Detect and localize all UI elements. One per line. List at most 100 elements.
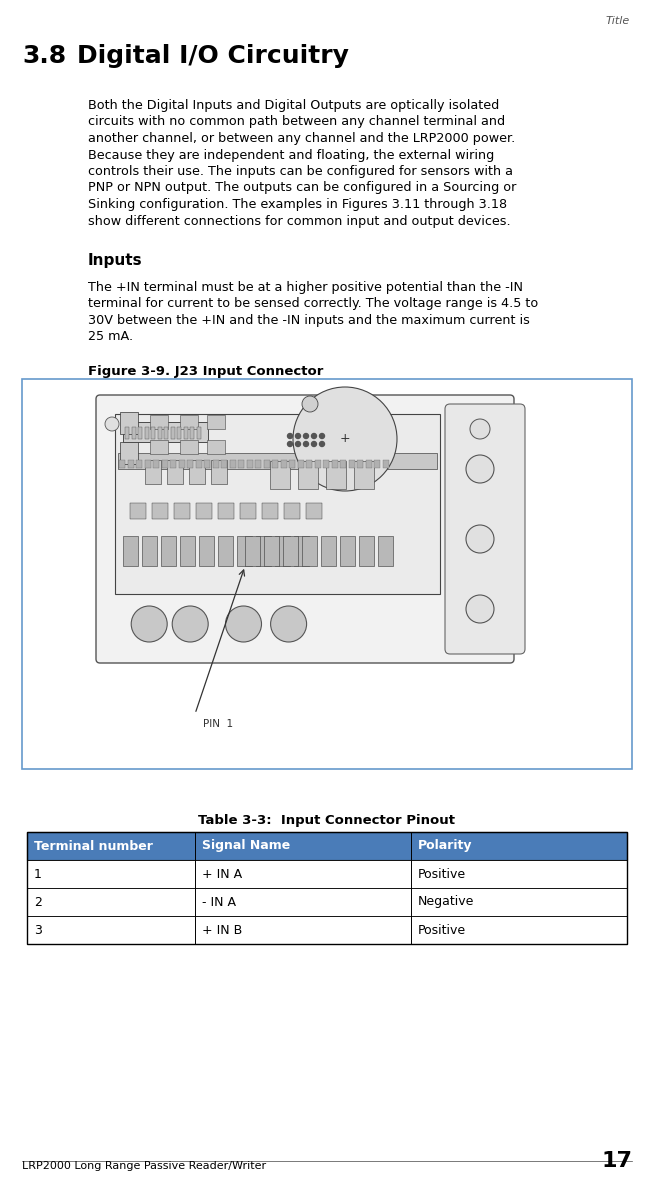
Bar	[230, 460, 235, 468]
Bar	[238, 460, 244, 468]
Bar	[314, 460, 321, 468]
Text: PIN  1: PIN 1	[203, 719, 233, 729]
Circle shape	[295, 434, 301, 439]
Circle shape	[302, 396, 318, 412]
Bar	[153, 460, 159, 468]
Text: Because they are independent and floating, the external wiring: Because they are independent and floatin…	[88, 149, 494, 162]
Text: +: +	[340, 433, 350, 446]
Text: Positive: Positive	[418, 923, 466, 936]
Text: Table 3-3:  Input Connector Pinout: Table 3-3: Input Connector Pinout	[198, 814, 454, 827]
Bar	[177, 427, 181, 439]
Bar	[221, 460, 227, 468]
Bar	[125, 427, 129, 439]
Bar	[187, 460, 193, 468]
Bar	[118, 453, 437, 469]
Bar	[27, 832, 627, 860]
Bar	[306, 460, 312, 468]
Bar	[331, 460, 338, 468]
Bar	[326, 460, 346, 489]
Bar	[119, 460, 125, 468]
Bar	[27, 888, 627, 916]
Circle shape	[312, 434, 316, 439]
Text: PNP or NPN output. The outputs can be configured in a Sourcing or: PNP or NPN output. The outputs can be co…	[88, 181, 516, 194]
Bar	[306, 504, 322, 519]
Bar	[270, 460, 290, 489]
Bar	[357, 460, 363, 468]
Bar	[349, 460, 355, 468]
Bar	[123, 536, 138, 566]
Text: show different connections for common input and output devices.: show different connections for common in…	[88, 215, 511, 228]
Bar	[264, 536, 279, 566]
Circle shape	[466, 595, 494, 623]
Bar	[142, 536, 157, 566]
Bar	[183, 427, 188, 439]
Bar	[22, 379, 632, 769]
Bar	[145, 460, 161, 484]
Text: - IN A: - IN A	[202, 896, 236, 909]
Bar	[138, 427, 142, 439]
Bar	[204, 460, 210, 468]
Text: 30V between the +IN and the -IN inputs and the maximum current is: 30V between the +IN and the -IN inputs a…	[88, 314, 530, 327]
Text: Polarity: Polarity	[418, 839, 473, 852]
Bar	[280, 460, 286, 468]
Text: 3: 3	[34, 923, 42, 936]
Bar	[302, 536, 317, 566]
Bar	[164, 427, 168, 439]
Bar	[132, 427, 136, 439]
Bar	[297, 460, 303, 468]
Circle shape	[319, 434, 325, 439]
Bar	[340, 460, 346, 468]
Text: Both the Digital Inputs and Digital Outputs are optically isolated: Both the Digital Inputs and Digital Outp…	[88, 100, 499, 112]
Bar	[190, 427, 194, 439]
Bar	[262, 504, 278, 519]
Circle shape	[466, 525, 494, 553]
Text: another channel, or between any channel and the LRP2000 power.: another channel, or between any channel …	[88, 132, 515, 145]
Bar	[213, 460, 218, 468]
Bar	[145, 427, 149, 439]
Circle shape	[295, 441, 301, 446]
Bar	[207, 415, 225, 429]
Bar	[167, 460, 183, 484]
Bar	[162, 460, 168, 468]
Bar	[152, 504, 168, 519]
Bar	[196, 504, 212, 519]
Bar	[294, 536, 309, 566]
Bar	[211, 460, 227, 484]
Bar	[136, 460, 142, 468]
Bar	[161, 536, 176, 566]
Text: 25 mA.: 25 mA.	[88, 331, 133, 343]
Bar	[255, 460, 261, 468]
FancyBboxPatch shape	[445, 404, 525, 653]
Bar	[130, 504, 146, 519]
Circle shape	[226, 605, 261, 641]
Circle shape	[303, 441, 308, 446]
Bar	[237, 536, 252, 566]
Bar	[27, 860, 627, 888]
Circle shape	[105, 417, 119, 430]
Bar	[218, 536, 233, 566]
FancyBboxPatch shape	[96, 394, 514, 663]
Text: The +IN terminal must be at a higher positive potential than the -IN: The +IN terminal must be at a higher pos…	[88, 281, 523, 294]
Circle shape	[288, 441, 293, 446]
Bar	[359, 536, 374, 566]
Bar	[150, 440, 168, 454]
Circle shape	[293, 387, 397, 492]
Bar	[180, 415, 198, 429]
Bar	[150, 415, 168, 429]
Text: Sinking configuration. The examples in Figures 3.11 through 3.18: Sinking configuration. The examples in F…	[88, 198, 507, 211]
Bar	[246, 460, 252, 468]
Text: Negative: Negative	[418, 896, 475, 909]
Bar	[283, 536, 298, 566]
Text: 2: 2	[34, 896, 42, 909]
Bar	[298, 460, 318, 489]
Bar	[275, 536, 290, 566]
Circle shape	[172, 605, 208, 641]
Bar	[151, 427, 155, 439]
Text: terminal for current to be sensed correctly. The voltage range is 4.5 to: terminal for current to be sensed correc…	[88, 297, 539, 311]
Text: Signal Name: Signal Name	[202, 839, 290, 852]
Bar	[120, 412, 138, 434]
Bar	[120, 442, 138, 464]
Text: Inputs: Inputs	[88, 253, 143, 269]
Circle shape	[131, 605, 167, 641]
Bar	[383, 460, 389, 468]
